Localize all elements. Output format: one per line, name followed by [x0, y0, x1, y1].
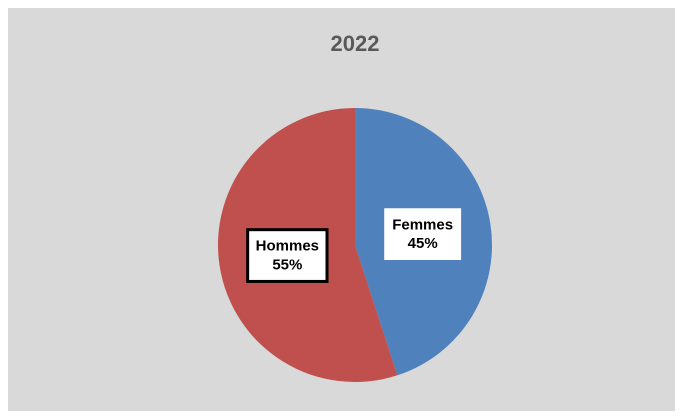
- label-value: 45%: [408, 235, 438, 252]
- label-box: [246, 228, 329, 283]
- data-label: Femmes 45%: [384, 208, 462, 261]
- label-text: Hommes 55%: [256, 238, 319, 274]
- label-category: Hommes: [256, 238, 319, 255]
- data-label: Hommes 55%: [246, 228, 329, 283]
- label-value: 55%: [272, 256, 302, 273]
- chart-title: 2022: [331, 31, 380, 56]
- label-box: [384, 208, 462, 261]
- label-text: Femmes 45%: [392, 216, 453, 252]
- label-category: Femmes: [392, 216, 453, 233]
